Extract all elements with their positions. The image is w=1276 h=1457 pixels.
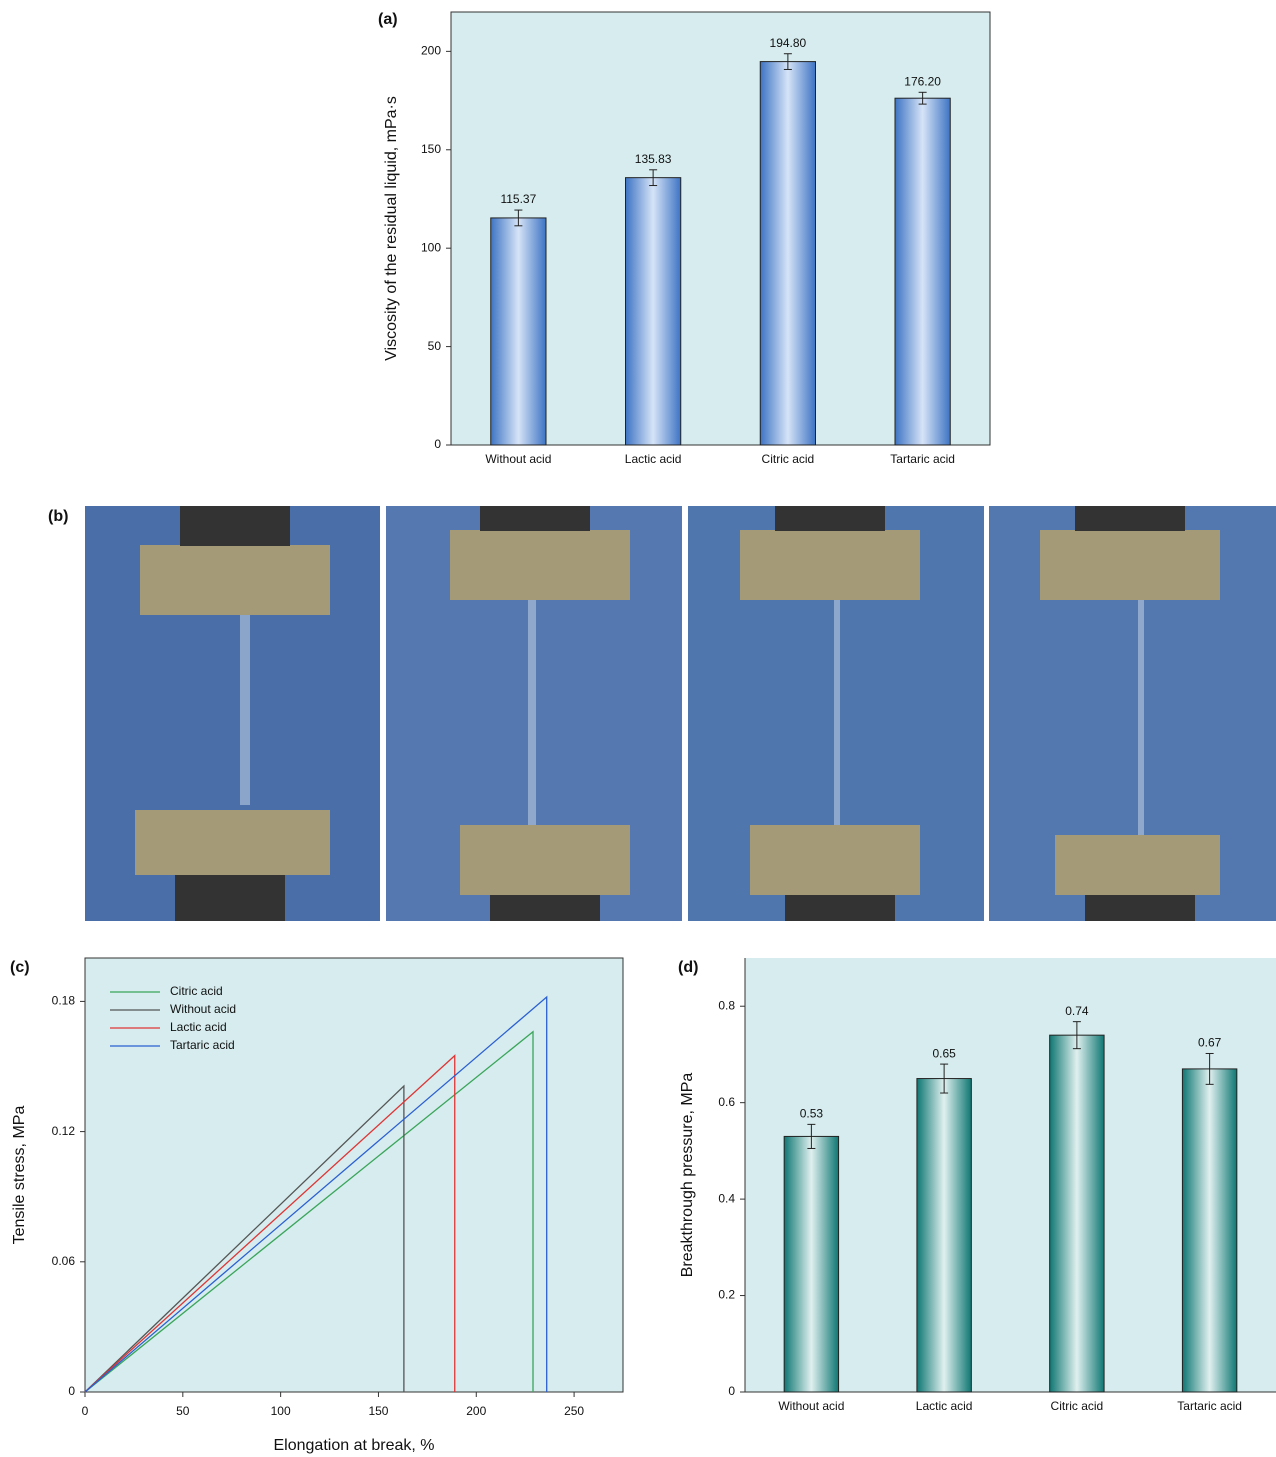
y-tick-label: 0.2 [718,1288,735,1302]
photo [688,506,984,921]
value-label: 0.65 [932,1046,956,1060]
y-tick-label: 0.8 [718,998,735,1012]
y-tick-label: 0.4 [718,1191,735,1205]
x-tick-label: Tartaric acid [890,452,955,466]
value-label: 194.80 [770,36,807,50]
value-label: 0.53 [800,1107,824,1121]
value-label: 0.74 [1065,1004,1089,1018]
bar [917,1079,971,1392]
y-axis-label: Viscosity of the residual liquid, mPa·s [383,96,400,361]
x-tick-label: 0 [82,1404,89,1418]
y-tick-label: 200 [421,44,441,58]
photo [85,506,380,921]
y-axis-label: Tensile stress, MPa [11,1106,28,1245]
x-tick-label: Citric acid [762,452,815,466]
y-tick-label: 0 [68,1384,75,1398]
figure: (b) (a) Viscosity of the residual liquid,… [0,0,1276,1457]
x-tick-label: 50 [176,1404,190,1418]
y-tick-label: 100 [421,240,441,254]
y-tick-label: 50 [428,339,442,353]
value-label: 115.37 [500,192,536,206]
x-tick-label: Citric acid [1051,1399,1104,1413]
bar [1182,1069,1236,1392]
y-tick-label: 0 [434,437,441,451]
x-tick-label: 250 [564,1404,584,1418]
x-tick-label: Without acid [485,452,551,466]
y-tick-label: 0 [728,1384,735,1398]
legend-label: Tartaric acid [170,1038,235,1052]
y-tick-label: 0.6 [718,1095,735,1109]
x-tick-label: Tartaric acid [1177,1399,1242,1413]
x-axis-label: Elongation at break, % [274,1437,435,1454]
y-axis-label: Breakthrough pressure, MPa [679,1073,696,1278]
y-tick-label: 0.06 [52,1254,76,1268]
x-tick-label: 200 [466,1404,486,1418]
bar [626,178,681,445]
y-tick-label: 0.18 [52,994,76,1008]
legend-label: Citric acid [170,984,223,998]
panel-label: (a) [378,11,398,28]
value-label: 135.83 [635,152,672,166]
legend-label: Without acid [170,1002,236,1016]
photo [989,506,1276,921]
bar [491,218,546,445]
x-tick-label: 100 [271,1404,291,1418]
bar [784,1136,838,1392]
bar [895,98,950,445]
x-tick-label: 150 [368,1404,388,1418]
x-tick-label: Lactic acid [916,1399,973,1413]
x-tick-label: Without acid [778,1399,844,1413]
panel-label: (b) [48,508,68,525]
photos [85,506,1276,921]
panel-label: (c) [10,959,30,976]
value-label: 176.20 [904,74,941,88]
y-tick-label: 150 [421,142,441,156]
y-tick-label: 0.12 [52,1124,76,1138]
bar [1050,1035,1104,1392]
bar [760,62,815,445]
x-tick-label: Lactic acid [625,452,682,466]
photo [386,506,682,921]
legend-label: Lactic acid [170,1020,227,1034]
panel-label: (d) [678,959,698,976]
value-label: 0.67 [1198,1036,1222,1050]
